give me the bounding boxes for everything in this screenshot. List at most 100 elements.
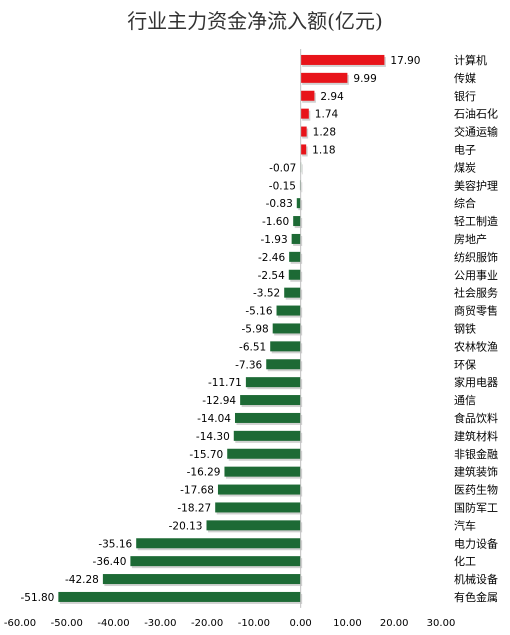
bar	[233, 430, 301, 441]
bar	[245, 377, 301, 388]
bar-shadow	[301, 164, 303, 175]
data-label: -6.51	[239, 341, 266, 353]
bar	[300, 108, 309, 119]
data-label: -51.80	[20, 592, 54, 604]
data-label: -2.46	[258, 252, 285, 264]
x-tick-label: -30.00	[144, 618, 176, 629]
bar	[58, 591, 301, 602]
bar	[296, 198, 301, 209]
data-label: -0.15	[269, 180, 296, 192]
data-label: -16.29	[187, 467, 221, 479]
bar	[266, 359, 301, 370]
bar	[130, 556, 301, 567]
x-tick-label: -50.00	[51, 618, 83, 629]
data-label: -14.30	[196, 431, 230, 443]
data-label: -5.16	[245, 306, 272, 318]
category-label: 交通运输	[454, 125, 498, 139]
data-label: -3.52	[253, 288, 280, 300]
category-label: 机械设备	[454, 572, 498, 586]
category-label: 农林牧渔	[454, 339, 498, 353]
x-tick-label: -20.00	[191, 618, 223, 629]
category-label: 房地产	[454, 232, 487, 246]
category-label: 综合	[454, 196, 476, 210]
bar	[270, 341, 301, 352]
category-label: 社会服务	[454, 286, 498, 300]
bar	[288, 269, 301, 280]
bars-group	[58, 54, 386, 604]
category-label: 汽车	[454, 518, 476, 532]
category-label: 计算机	[454, 53, 487, 67]
bar	[215, 502, 301, 513]
bar	[276, 305, 301, 316]
category-label: 建筑装饰	[454, 465, 498, 479]
category-label: 公用事业	[454, 269, 498, 282]
bar	[293, 216, 301, 227]
bar	[224, 466, 301, 477]
bar	[300, 90, 315, 101]
data-label: 1.18	[312, 144, 335, 156]
category-label: 化工	[454, 554, 476, 568]
bar	[227, 448, 301, 459]
chart-title: 行业主力资金净流入额(亿元)	[127, 9, 383, 33]
category-label: 商贸零售	[454, 304, 498, 318]
category-label: 电力设备	[454, 536, 498, 550]
category-label: 银行	[454, 89, 476, 103]
data-label: -20.13	[169, 520, 203, 532]
bar	[136, 538, 301, 549]
category-label: 医药生物	[454, 483, 498, 497]
category-label: 家用电器	[454, 375, 498, 389]
category-label: 通信	[454, 394, 476, 407]
value-labels-group: 17.90 9.99 2.94 1.74 1.28 1.18 -0.07 -0.15 -0.83…	[20, 55, 420, 604]
category-label: 有色金属	[454, 590, 498, 604]
x-tick-label: -10.00	[238, 618, 270, 629]
x-tick-label: 10.00	[333, 618, 362, 629]
category-label: 传媒	[454, 72, 476, 85]
data-label: 2.94	[320, 91, 344, 103]
bar	[300, 144, 307, 155]
x-tick-label: 20.00	[380, 618, 409, 629]
data-label: -5.98	[242, 323, 269, 335]
bar	[217, 484, 301, 495]
x-tick-label: 30.00	[427, 618, 456, 629]
data-label: -15.70	[189, 449, 223, 461]
x-tick-labels-group: -60.00 -50.00 -40.00 -30.00 -20.00 -10.00 0.00…	[4, 618, 455, 629]
bar	[300, 54, 385, 65]
category-label: 美容护理	[454, 178, 498, 192]
category-label: 石油石化	[454, 107, 498, 121]
data-label: -1.60	[262, 216, 289, 228]
data-label: -14.04	[197, 413, 231, 425]
x-tick-label: 0.00	[290, 618, 312, 629]
data-label: -42.28	[65, 574, 99, 586]
data-label: 1.74	[315, 109, 339, 121]
data-label: 1.28	[313, 127, 336, 139]
x-tick-label: -40.00	[97, 618, 129, 629]
category-label: 国防军工	[454, 500, 498, 514]
category-label: 建筑材料	[454, 429, 498, 443]
category-label: 纺织服饰	[454, 250, 498, 264]
category-label: 环保	[454, 357, 476, 371]
category-label: 钢铁	[454, 322, 476, 335]
bar	[102, 574, 301, 585]
category-label: 非银金融	[454, 447, 498, 461]
data-label: -11.71	[208, 377, 242, 389]
data-label: -0.83	[266, 198, 293, 210]
bar-shadow	[301, 182, 303, 193]
bar	[272, 323, 301, 334]
data-label: -12.94	[202, 395, 236, 407]
data-label: -0.07	[269, 162, 296, 174]
bar	[291, 233, 301, 244]
bar	[234, 412, 301, 423]
bar	[284, 287, 301, 298]
data-label: -1.93	[260, 234, 287, 246]
bar	[240, 395, 301, 406]
data-label: -17.68	[180, 485, 214, 497]
x-tick-label: -60.00	[4, 618, 36, 629]
data-label: 9.99	[353, 73, 376, 85]
category-label: 电子	[454, 143, 476, 156]
category-label: 煤炭	[454, 161, 476, 174]
bar	[289, 251, 301, 262]
data-label: -36.40	[93, 556, 127, 568]
category-label: 食品饮料	[454, 411, 498, 425]
bar	[206, 520, 301, 531]
